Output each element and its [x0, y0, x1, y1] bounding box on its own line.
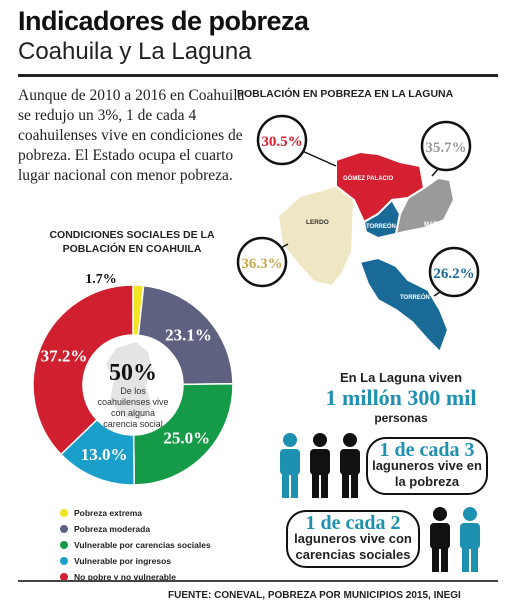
legend-swatch [60, 541, 68, 549]
person-icon [310, 433, 330, 498]
donut-slice-label-2: 25.0% [163, 428, 210, 447]
center-value: 50% [109, 360, 157, 386]
laguna-population-block: En La Laguna viven 1 millón 300 mil pers… [316, 370, 486, 425]
center-text-line: De los [120, 386, 146, 396]
map-region-matamoros [394, 176, 456, 236]
map-label-gomez-palacio: GÓMEZ PALACIO [343, 174, 394, 182]
legend-swatch [60, 525, 68, 533]
stat-box-poverty-ratio: 1 de cada 3 [379, 439, 475, 461]
donut-chart-title: CONDICIONES SOCIALES DE LA POBLACIÓN EN … [49, 229, 215, 255]
callout-matamoros [420, 120, 472, 172]
value-lerdo: 36.3% [241, 256, 282, 272]
stat-box-carencias: 1 de cada 2 laguneros vive con carencias… [286, 510, 420, 568]
laguna-map: GÓMEZ PALACIO MATAMOROS LERDO TORREÓN TO… [236, 114, 480, 354]
value-matamoros: 35.7% [425, 140, 466, 156]
laguna-pop-line1: En La Laguna viven [339, 370, 463, 385]
value-torreon: 26.2% [433, 266, 474, 282]
people-icons-group-2 [430, 507, 480, 572]
callout-lerdo [236, 236, 288, 288]
map-label-lerdo: LERDO [306, 219, 329, 226]
donut-slice-label-4: 37.2% [41, 347, 88, 366]
center-text-line: carencia social [103, 419, 163, 429]
donut-slice-label-3: 13.0% [81, 445, 128, 464]
legend-item-pobreza-moderada: Pobreza moderada [60, 524, 150, 534]
legend-swatch [60, 509, 68, 517]
intro-paragraph: Aunque de 2010 a 2016 en Coahuila se red… [18, 87, 245, 184]
stat-box-poverty-text: laguneros vive en la pobreza [372, 458, 482, 489]
footer-divider [18, 580, 498, 582]
legend-item-vulnerable-carencias: Vulnerable por carencias sociales [60, 540, 211, 550]
coahuila-silhouette-icon [106, 342, 152, 420]
callout-gomez-palacio [256, 114, 308, 166]
page-subtitle: Coahuila y La Laguna [18, 38, 252, 65]
stat-box-carencias-text: laguneros vive con carencias sociales [294, 531, 412, 562]
person-icon [280, 433, 300, 498]
header-divider [18, 74, 498, 77]
map-region-torreon-south [358, 256, 450, 354]
person-icon [340, 433, 360, 498]
person-icon [460, 507, 480, 572]
laguna-pop-line3: personas [374, 411, 428, 425]
map-label-torreon-south: TORREÓN [400, 293, 430, 301]
person-icon [430, 507, 450, 572]
people-icons-group-1 [280, 433, 360, 498]
map-title: POBLACIÓN EN POBREZA EN LA LAGUNA [237, 88, 454, 100]
legend-swatch [60, 557, 68, 565]
value-gomez-palacio: 30.5% [261, 134, 302, 150]
donut-slice-label-0: 1.7% [85, 272, 117, 287]
laguna-pop-line2: 1 millón 300 mil [325, 385, 477, 410]
callout-torreon [428, 246, 480, 298]
legend-item-vulnerable-ingresos: Vulnerable por ingresos [60, 556, 171, 566]
source-note: FUENTE: CONEVAL, POBREZA POR MUNICIPIOS … [168, 590, 461, 601]
donut-slice-label-1: 23.1% [165, 326, 212, 345]
map-region-lerdo [276, 184, 356, 288]
stat-box-poverty: 1 de cada 3 laguneros vive en la pobreza [366, 437, 488, 495]
map-label-matamoros: MATAMOROS [424, 222, 463, 228]
legend-item-pobreza-extrema: Pobreza extrema [60, 508, 142, 518]
legend-item-no-pobre: No pobre y no vulnerable [60, 572, 176, 582]
page-title: Indicadores de pobreza [18, 6, 309, 36]
map-label-torreon-north: TORREÓN [366, 222, 396, 230]
center-text-line: con alguna [111, 408, 155, 418]
center-text-line: coahuilenses vive [97, 397, 168, 407]
stat-box-carencias-ratio: 1 de cada 2 [305, 512, 401, 534]
legend-swatch [60, 573, 68, 581]
